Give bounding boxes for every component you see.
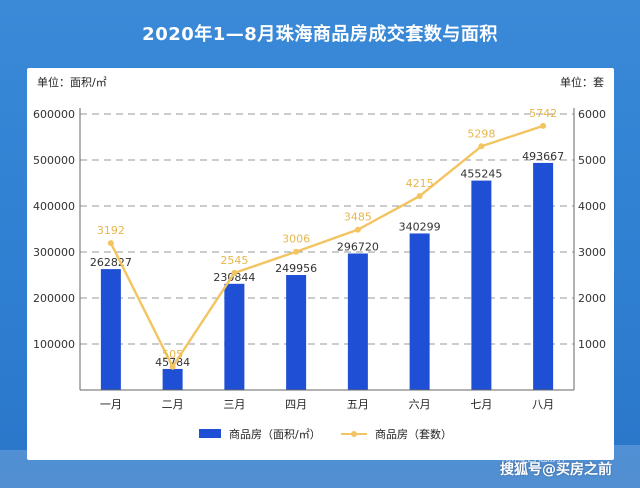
line-data-label: 5298 — [467, 127, 495, 140]
line-data-label: 3192 — [97, 224, 125, 237]
line-point — [478, 143, 485, 150]
ytick-right-label: 1000 — [578, 338, 606, 351]
bar — [409, 233, 430, 390]
ytick-left-label: 100000 — [33, 338, 75, 351]
xtick-label: 八月 — [532, 398, 554, 411]
ytick-right-label: 4000 — [578, 200, 606, 213]
ytick-right-label: 5000 — [578, 154, 606, 167]
bar-data-label: 230844 — [213, 271, 255, 284]
line-point — [169, 363, 176, 370]
line-data-label: 2545 — [220, 254, 248, 267]
xtick-label: 三月 — [223, 398, 245, 411]
chart-title: 2020年1—8月珠海商品房成交套数与面积 — [142, 24, 498, 45]
watermark-text: 珠海智慧房产 — [502, 450, 575, 464]
bar — [347, 253, 368, 390]
xtick-label: 二月 — [162, 398, 184, 411]
bar — [471, 180, 492, 390]
line-data-label: 3006 — [282, 233, 310, 246]
chart-canvas: 单位：面积/㎡ 单位：套 262827 45784 230844 249956 2967… — [33, 75, 606, 441]
bar-data-label: 493667 — [522, 150, 564, 163]
xtick-label: 五月 — [347, 398, 369, 411]
axes: 100000 200000 300000 400000 500000 600000 1000… — [33, 108, 606, 411]
ytick-left-label: 600000 — [33, 108, 75, 121]
ytick-left-label: 300000 — [33, 246, 75, 259]
line-point — [416, 193, 423, 200]
bar-data-label: 296720 — [337, 241, 379, 254]
ytick-right-label: 6000 — [578, 108, 606, 121]
line-point — [354, 226, 361, 233]
line-data-label: 5742 — [529, 107, 557, 120]
chart-panel: 单位：面积/㎡ 单位：套 262827 45784 230844 249956 2967… — [27, 68, 614, 460]
xtick-label: 四月 — [285, 398, 307, 411]
xtick-label: 七月 — [470, 398, 492, 411]
bar — [533, 162, 554, 390]
ylabel-right: 单位：套 — [560, 75, 604, 89]
watermark-bottom: 搜狐号@买房之前 — [500, 462, 612, 478]
line-point — [231, 269, 238, 276]
legend-swatch-point — [351, 431, 357, 437]
ytick-left-label: 200000 — [33, 292, 75, 305]
grid-lines — [80, 113, 574, 345]
line-point — [107, 240, 114, 247]
bar — [100, 269, 121, 390]
bar-data-label: 45784 — [155, 356, 190, 369]
bar-data-label: 455245 — [460, 168, 502, 181]
xtick-label: 一月 — [100, 398, 122, 411]
bar-series — [100, 162, 554, 390]
bar — [224, 283, 245, 390]
bar — [162, 368, 183, 390]
legend-label-bar: 商品房（面积/㎡） — [229, 427, 321, 441]
line-point — [293, 248, 300, 255]
xtick-label: 六月 — [409, 398, 431, 411]
bar-labels: 262827 45784 230844 249956 296720 340299 45524… — [90, 150, 564, 369]
line-data-label: 505 — [162, 348, 183, 361]
line-data-label: 4215 — [406, 177, 434, 190]
ytick-right-label: 2000 — [578, 292, 606, 305]
ylabel-left: 单位：面积/㎡ — [37, 75, 107, 89]
line-data-label: 3485 — [344, 211, 372, 224]
line-point — [540, 122, 547, 129]
bar-data-label: 262827 — [90, 256, 132, 269]
bar — [286, 275, 307, 390]
line-series: 3192 505 2545 3006 3485 4215 5298 5742 — [97, 107, 557, 370]
ytick-left-label: 500000 — [33, 154, 75, 167]
legend-swatch-bar — [199, 429, 221, 438]
line-path — [109, 124, 544, 370]
ytick-right-label: 3000 — [578, 246, 606, 259]
bar-data-label: 249956 — [275, 262, 317, 275]
ytick-left-label: 400000 — [33, 200, 75, 213]
legend: 商品房（面积/㎡） 商品房（套数） — [199, 427, 452, 441]
legend-label-line: 商品房（套数） — [375, 427, 452, 441]
bar-data-label: 340299 — [399, 220, 441, 233]
